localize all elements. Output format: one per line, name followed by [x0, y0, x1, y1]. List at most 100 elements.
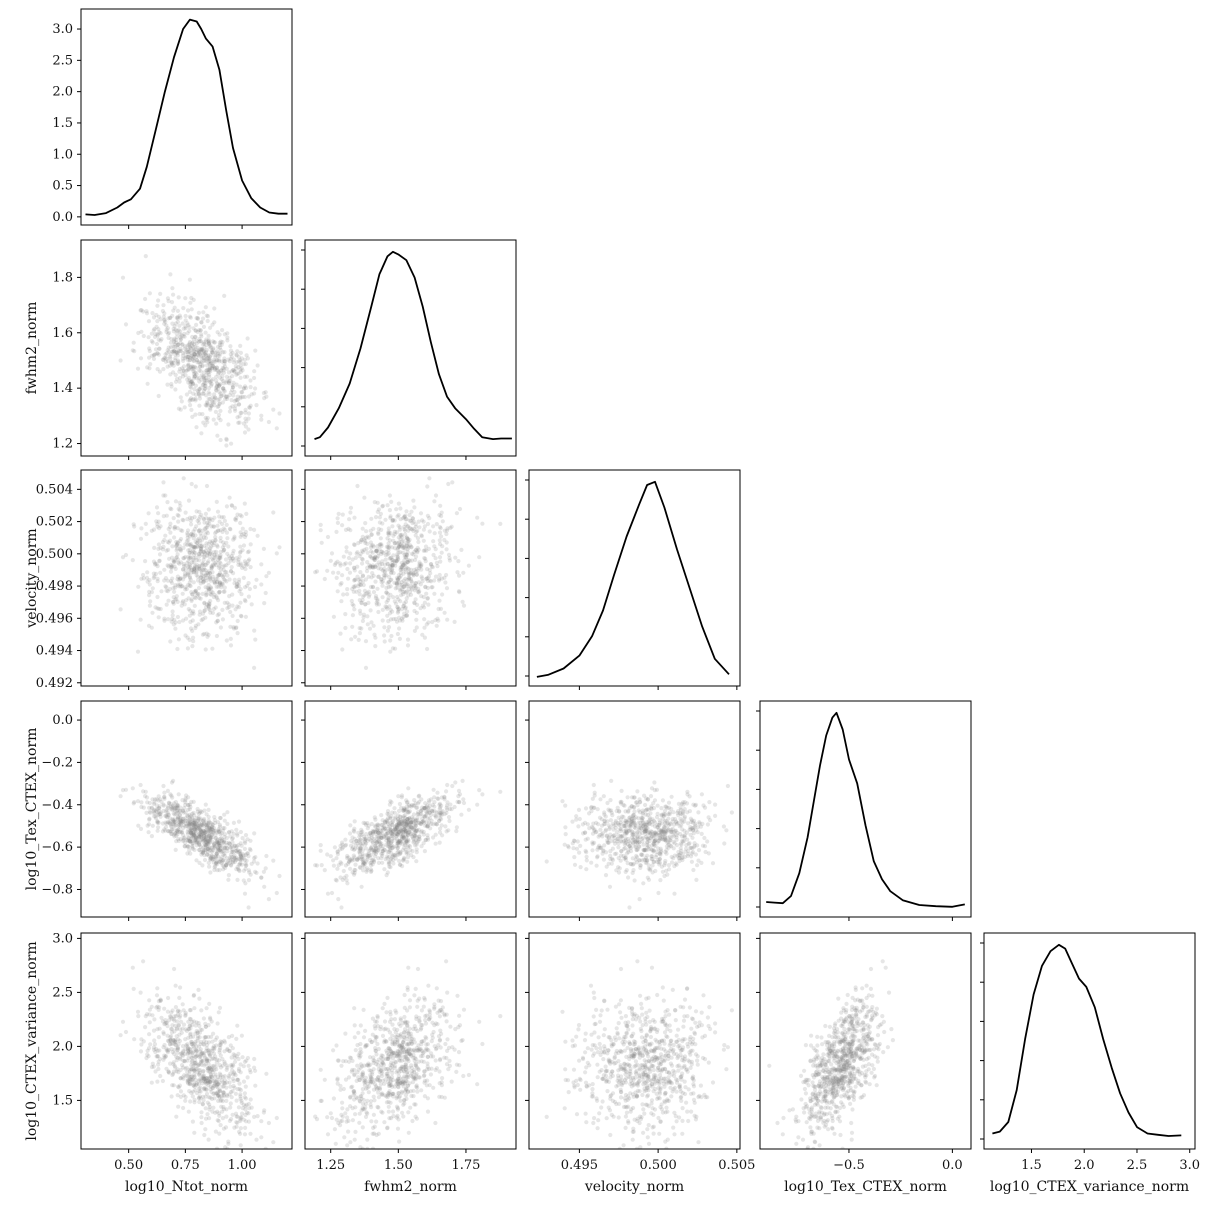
sample-point	[419, 797, 424, 802]
sample-point	[350, 602, 355, 607]
sample-point	[218, 857, 223, 862]
sample-point	[194, 357, 199, 363]
sample-point	[239, 356, 244, 361]
sample-point	[631, 833, 636, 838]
sample-point	[205, 318, 210, 324]
sample-point	[635, 835, 640, 840]
sample-point	[198, 353, 203, 358]
sample-point	[633, 844, 638, 850]
sample-point	[208, 343, 213, 348]
sample-point	[154, 312, 159, 318]
sample-point	[385, 552, 390, 557]
sample-point	[198, 339, 203, 344]
sample-point	[680, 838, 685, 843]
sample-point	[403, 828, 408, 833]
sample-point	[408, 592, 414, 597]
sample-point	[147, 593, 152, 598]
sample-point	[176, 637, 181, 642]
sample-point	[178, 407, 183, 412]
sample-point	[498, 521, 503, 527]
sample-point	[244, 511, 249, 516]
sample-point	[369, 821, 374, 827]
sample-point	[406, 837, 411, 842]
sample-point	[166, 800, 172, 805]
sample-point	[215, 354, 220, 359]
sample-point	[191, 391, 196, 396]
sample-point	[165, 539, 170, 545]
sample-point	[136, 823, 141, 828]
sample-point	[651, 841, 656, 847]
sample-point	[235, 865, 240, 870]
sample-point	[665, 872, 670, 877]
sample-point	[322, 868, 327, 873]
sample-point	[192, 838, 197, 843]
sample-point	[444, 810, 449, 816]
sample-point	[334, 856, 339, 861]
sample-point	[403, 841, 408, 846]
sample-point	[376, 507, 381, 512]
sample-point	[253, 348, 258, 353]
sample-point	[200, 845, 206, 850]
sample-point	[412, 505, 417, 510]
sample-point	[412, 839, 417, 844]
sample-point	[683, 849, 688, 854]
sample-point	[377, 562, 383, 567]
sample-point	[255, 861, 260, 866]
sample-point	[676, 801, 682, 807]
sample-point	[213, 538, 218, 543]
sample-point	[186, 803, 191, 808]
sample-point	[350, 870, 355, 875]
sample-point	[619, 799, 624, 804]
y-tick-label: 0.0	[52, 713, 73, 728]
sample-point	[378, 511, 383, 516]
sample-point	[353, 846, 358, 851]
sample-point	[402, 584, 407, 589]
sample-point	[634, 847, 639, 853]
sample-point	[367, 853, 372, 858]
sample-point	[408, 543, 413, 548]
sample-point	[171, 818, 176, 824]
sample-point	[413, 581, 418, 586]
sample-point	[211, 606, 216, 612]
sample-point	[382, 566, 387, 572]
sample-point	[238, 544, 243, 549]
sample-point	[149, 528, 154, 533]
sample-point	[205, 570, 210, 576]
sample-point	[679, 856, 684, 861]
sample-point	[236, 819, 242, 824]
sample-point	[199, 377, 204, 382]
sample-point	[336, 570, 341, 575]
sample-point	[186, 802, 191, 808]
sample-point	[198, 549, 203, 554]
sample-point	[355, 574, 360, 579]
sample-point	[413, 584, 418, 589]
sample-point	[212, 320, 217, 325]
sample-point	[199, 534, 204, 539]
sample-point	[217, 383, 222, 388]
sample-point	[361, 579, 366, 584]
sample-point	[445, 528, 450, 533]
sample-point	[227, 495, 232, 500]
sample-point	[176, 361, 181, 366]
sample-point	[651, 832, 656, 837]
sample-point	[395, 841, 400, 846]
sample-point	[382, 820, 388, 826]
sample-point	[174, 340, 179, 345]
sample-point	[185, 542, 190, 548]
sample-point	[200, 836, 205, 841]
sample-point	[195, 388, 200, 393]
sample-point	[147, 805, 152, 810]
sample-point	[367, 563, 372, 568]
sample-point	[413, 818, 418, 823]
sample-point	[192, 352, 197, 357]
sample-point	[183, 564, 188, 569]
sample-point	[393, 646, 398, 651]
sample-point	[195, 835, 200, 840]
sample-point	[645, 853, 650, 858]
sample-point	[644, 834, 649, 840]
sample-point	[420, 632, 425, 637]
sample-point	[175, 540, 180, 545]
sample-point	[449, 524, 454, 529]
sample-point	[172, 806, 177, 812]
sample-point	[189, 385, 194, 390]
